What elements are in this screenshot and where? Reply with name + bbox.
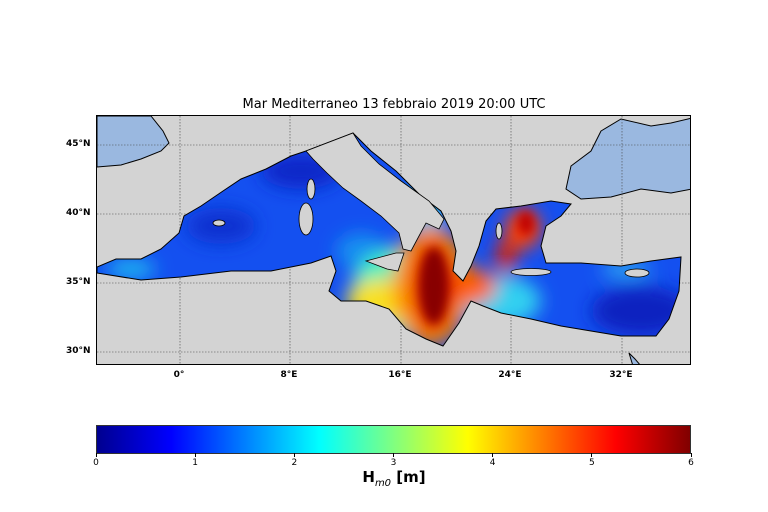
colorbar-label-unit: [m] [396,468,426,486]
colorbar-tick-label: 4 [489,458,496,468]
colorbar-label-main: H [362,468,375,486]
colorbar-label: Hm0 [m] [0,468,768,489]
corsica [306,178,316,200]
colorbar-tick-mark [591,453,593,457]
lon-tick: 0° [173,370,185,380]
colorbar-tick-mark [690,453,692,457]
lat-tick: 35°N [66,277,91,287]
colorbar [96,425,691,454]
colorbar-tick-mark [492,453,494,457]
sicily [364,252,405,272]
black-sea [565,117,690,200]
lon-tick: 24°E [498,370,522,380]
bay-of-biscay [97,116,170,168]
mallorca [212,219,226,227]
mediterranean-coastline [97,132,682,347]
map-title: Mar Mediterraneo 13 febbraio 2019 20:00 … [242,97,546,112]
colorbar-label-sub: m0 [374,478,392,489]
lon-tick: 32°E [609,370,633,380]
map-svg [97,116,690,364]
colorbar-tick-label: 1 [192,458,199,468]
lat-tick: 30°N [66,346,91,356]
italy [305,132,445,252]
cyprus [624,268,650,278]
colorbar-tick-label: 3 [390,458,397,468]
colorbar-tick-mark [293,453,295,457]
lat-tick: 45°N [66,139,91,149]
colorbar-tick-mark [194,453,196,457]
lon-tick: 8°E [280,370,298,380]
sardinia [298,202,314,236]
colorbar-tick-label: 2 [291,458,298,468]
red-sea [628,352,640,364]
wave-height-map [96,115,691,365]
colorbar-tick-label: 0 [93,458,99,468]
islands-and-peninsulas [212,132,650,278]
euboea [495,222,503,240]
colorbar-tick-mark [95,453,97,457]
colorbar-tick-label: 5 [588,458,595,468]
crete [510,268,552,276]
colorbar-tick-mark [393,453,394,457]
colorbar-tick-label: 6 [688,458,694,468]
lat-tick: 40°N [66,208,91,218]
lon-tick: 16°E [388,370,412,380]
